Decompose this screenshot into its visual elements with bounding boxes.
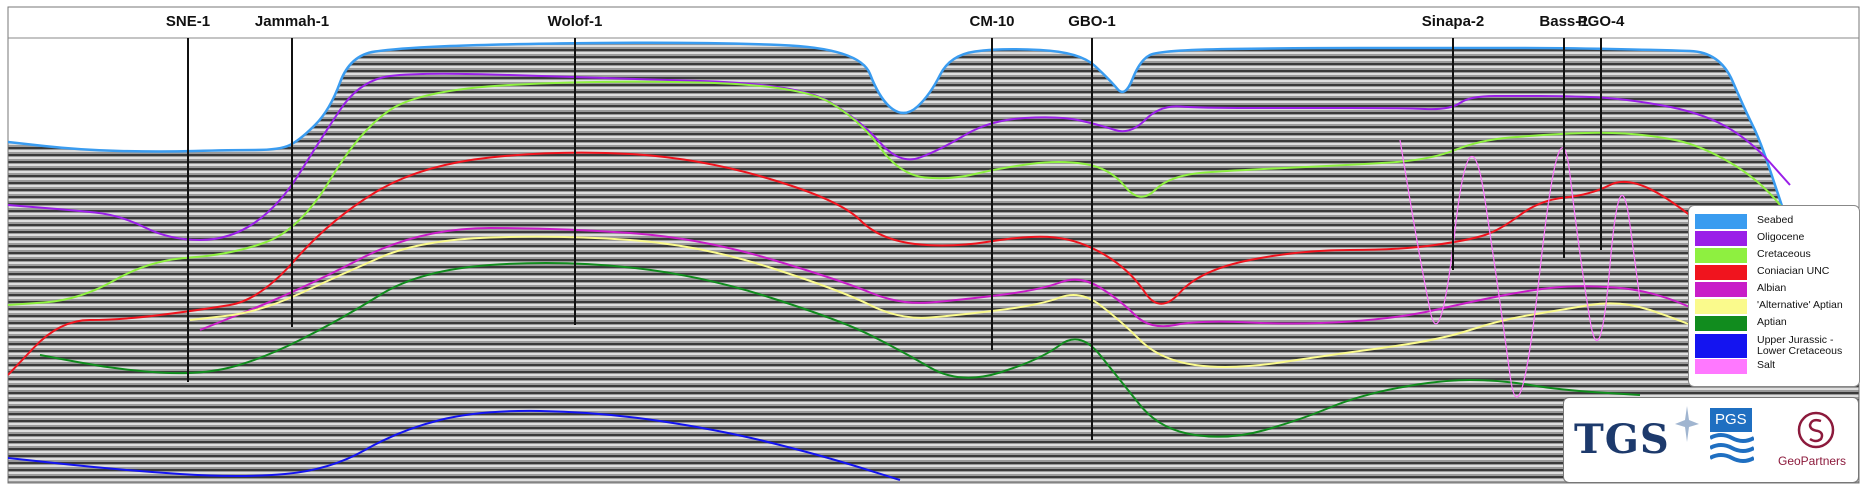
horizon-aptian [39, 262, 1641, 438]
legend-item: Albian [1689, 282, 1859, 300]
legend-item: Coniacian UNC [1689, 265, 1859, 283]
tgs-logo-text: TGS [1574, 416, 1670, 463]
legend-swatch [1695, 282, 1747, 297]
legend-item: Seabed [1689, 214, 1859, 232]
legend-label: Oligocene [1757, 231, 1805, 243]
legend-label: 'Alternative' Aptian [1757, 299, 1843, 311]
horizon-cretaceous [8, 80, 1801, 306]
legend-label: Aptian [1757, 316, 1787, 328]
geopartners-logo: GeoPartners [1778, 410, 1854, 472]
pgs-logo: PGS [1710, 408, 1756, 470]
horizon-alternative-aptian [189, 235, 1821, 371]
legend-swatch [1695, 299, 1747, 314]
horizon-upper-jurassic-lower-cretaceous [8, 409, 901, 481]
legend-item: Aptian [1689, 316, 1859, 334]
legend-label: Upper Jurassic - Lower Cretaceous [1757, 334, 1843, 357]
legend-label: Coniacian UNC [1757, 265, 1830, 277]
horizon-coniacian-unc [8, 151, 1831, 381]
well-label-pgo-4: PGO-4 [1577, 13, 1625, 30]
legend-item: Cretaceous [1689, 248, 1859, 266]
horizon-seabed [8, 41, 1859, 267]
legend-swatch [1695, 359, 1747, 374]
legend-label: Salt [1757, 359, 1776, 371]
well-label-sinapa-2: Sinapa-2 [1421, 13, 1485, 30]
legend-label: Seabed [1757, 214, 1794, 226]
legend-swatch [1695, 214, 1747, 229]
horizon-legend: Seabed Oligocene Cretaceous Coniacian UNC Al… [1688, 205, 1860, 387]
star-icon [1675, 406, 1699, 442]
legend-swatch [1695, 231, 1747, 246]
legend-label: Cretaceous [1757, 248, 1811, 260]
geopartners-emblem-icon [1797, 411, 1835, 449]
well-label-gbo-1: GBO-1 [1068, 13, 1116, 30]
legend-item: Upper Jurassic - Lower Cretaceous [1689, 334, 1859, 358]
well-label-wolof-1: Wolof-1 [547, 13, 603, 30]
horizon-albian [199, 226, 1801, 356]
legend-label: Albian [1757, 282, 1787, 294]
well-label-sne-1: SNE-1 [165, 13, 211, 30]
legend-item: Salt [1689, 359, 1859, 377]
geopartners-logo-text: GeoPartners [1778, 454, 1847, 468]
well-label-bass-1: Bass-1 [1539, 13, 1589, 30]
pgs-logo-text: PGS [1715, 411, 1747, 428]
waves-icon [1710, 433, 1754, 463]
legend-swatch [1695, 248, 1747, 263]
legend-item: Oligocene [1689, 231, 1859, 249]
well-label-cm-10: CM-10 [969, 13, 1015, 30]
legend-swatch [1695, 265, 1747, 280]
well-lines [187, 38, 1602, 440]
well-label-jammah-1: Jammah-1 [254, 13, 330, 30]
legend-swatch [1695, 316, 1747, 331]
horizon-lines [8, 41, 1859, 481]
logo-panel: TGS PGS GeoPartners [1563, 397, 1859, 483]
pgs-logo-box [1710, 408, 1752, 432]
tgs-logo: TGS [1574, 406, 1699, 463]
horizon-salt [1399, 139, 1641, 398]
horizon-oligocene [8, 72, 1791, 242]
legend-item: 'Alternative' Aptian [1689, 299, 1859, 317]
legend-swatch [1695, 334, 1747, 358]
